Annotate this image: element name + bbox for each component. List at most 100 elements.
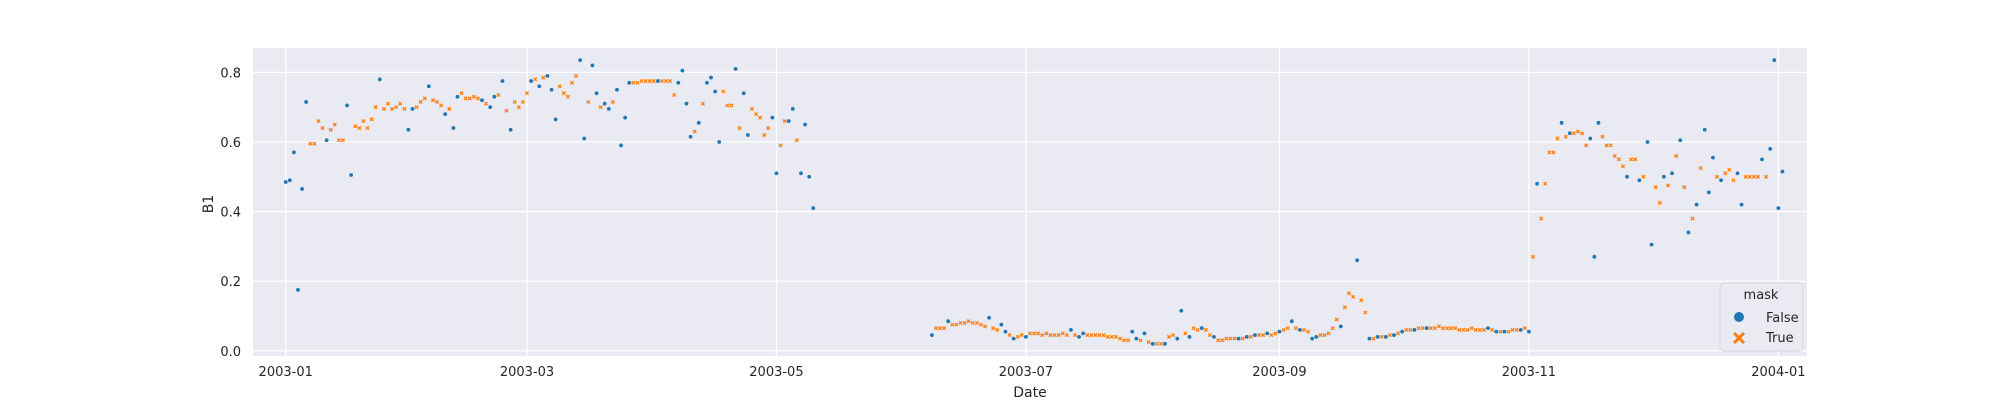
- point-false: [684, 101, 689, 106]
- point-true: [1248, 334, 1253, 339]
- point-true: [1342, 305, 1347, 310]
- point-false: [1702, 127, 1707, 132]
- y-tick-label: 0.0: [220, 345, 241, 360]
- point-true: [1465, 327, 1470, 332]
- point-true: [398, 101, 403, 106]
- point-true: [1085, 333, 1090, 338]
- point-false: [1588, 136, 1593, 141]
- point-true: [1097, 333, 1102, 338]
- point-false: [1236, 336, 1241, 341]
- point-false: [1424, 326, 1429, 331]
- point-false: [549, 87, 554, 92]
- point-true: [737, 125, 742, 131]
- grid: [253, 48, 1807, 356]
- point-true: [1657, 200, 1662, 205]
- point-true: [328, 127, 333, 132]
- point-false: [545, 73, 550, 78]
- point-false: [488, 105, 493, 110]
- point-true: [1457, 327, 1462, 332]
- point-false: [426, 84, 431, 89]
- point-true: [1714, 174, 1720, 179]
- point-true: [459, 91, 464, 96]
- point-true: [414, 105, 419, 110]
- point-true: [1072, 333, 1078, 338]
- point-true: [1122, 338, 1127, 343]
- point-true: [1117, 336, 1123, 341]
- point-false: [1535, 181, 1539, 186]
- legend-label-true: True: [1765, 331, 1794, 346]
- point-true: [1154, 341, 1159, 346]
- point-true: [766, 125, 771, 131]
- x-tick-label: 2003-07: [999, 365, 1053, 380]
- point-false: [803, 122, 807, 127]
- point-false: [1355, 258, 1360, 263]
- point-true: [1751, 174, 1756, 179]
- point-true: [1440, 326, 1446, 331]
- point-true: [1138, 338, 1143, 343]
- point-true: [516, 105, 521, 110]
- point-true: [463, 96, 468, 101]
- point-true: [357, 125, 362, 131]
- point-false: [790, 107, 795, 111]
- point-false: [377, 77, 382, 82]
- point-true: [557, 84, 562, 89]
- y-tick-label: 0.2: [220, 275, 241, 290]
- point-true: [1563, 134, 1568, 139]
- point-true: [1273, 331, 1278, 336]
- point-false: [287, 178, 292, 183]
- point-true: [978, 322, 983, 327]
- point-true: [966, 319, 971, 324]
- point-false: [304, 100, 309, 104]
- point-true: [1216, 338, 1221, 343]
- point-false: [1163, 341, 1167, 346]
- point-true: [1555, 136, 1560, 141]
- point-false: [946, 319, 951, 324]
- x-tick-label: 2003-09: [1252, 365, 1306, 380]
- point-false: [1253, 333, 1257, 338]
- point-true: [1698, 166, 1703, 171]
- point-false: [1494, 329, 1499, 334]
- point-true: [958, 320, 963, 325]
- point-true: [1101, 333, 1106, 338]
- point-false: [1776, 206, 1781, 210]
- point-true: [475, 96, 480, 101]
- point-false: [1375, 334, 1380, 339]
- point-false: [709, 75, 713, 80]
- point-true: [1612, 153, 1617, 158]
- point-false: [1130, 329, 1135, 334]
- point-false: [733, 66, 738, 71]
- point-true: [1432, 326, 1437, 331]
- point-false: [410, 107, 415, 111]
- point-false: [1367, 336, 1372, 341]
- point-false: [455, 94, 460, 99]
- point-true: [1301, 327, 1307, 332]
- point-false: [1277, 329, 1282, 334]
- point-true: [312, 141, 317, 146]
- y-tick-label: 0.4: [220, 206, 241, 221]
- point-true: [950, 322, 955, 327]
- point-true: [962, 320, 967, 325]
- point-true: [1359, 298, 1364, 303]
- point-true: [1015, 334, 1020, 339]
- point-true: [1620, 164, 1626, 169]
- point-true: [651, 79, 656, 84]
- point-false: [615, 87, 619, 92]
- point-true: [1522, 326, 1527, 331]
- point-true: [1056, 333, 1061, 338]
- point-true: [1109, 334, 1114, 339]
- point-true: [439, 103, 444, 108]
- point-false: [1760, 157, 1764, 162]
- point-false: [1649, 242, 1654, 247]
- point-false: [713, 89, 718, 94]
- y-tick-label: 0.8: [220, 66, 241, 81]
- point-false: [1559, 120, 1564, 125]
- point-false: [1706, 190, 1711, 195]
- point-true: [467, 96, 472, 101]
- point-false: [774, 171, 779, 176]
- point-false: [553, 117, 558, 122]
- point-true: [1445, 326, 1450, 331]
- point-true: [1575, 129, 1581, 134]
- y-axis-ticks: 0.0 0.2 0.4 0.6 0.8: [220, 66, 241, 359]
- point-true: [1007, 333, 1012, 338]
- point-true: [668, 79, 673, 84]
